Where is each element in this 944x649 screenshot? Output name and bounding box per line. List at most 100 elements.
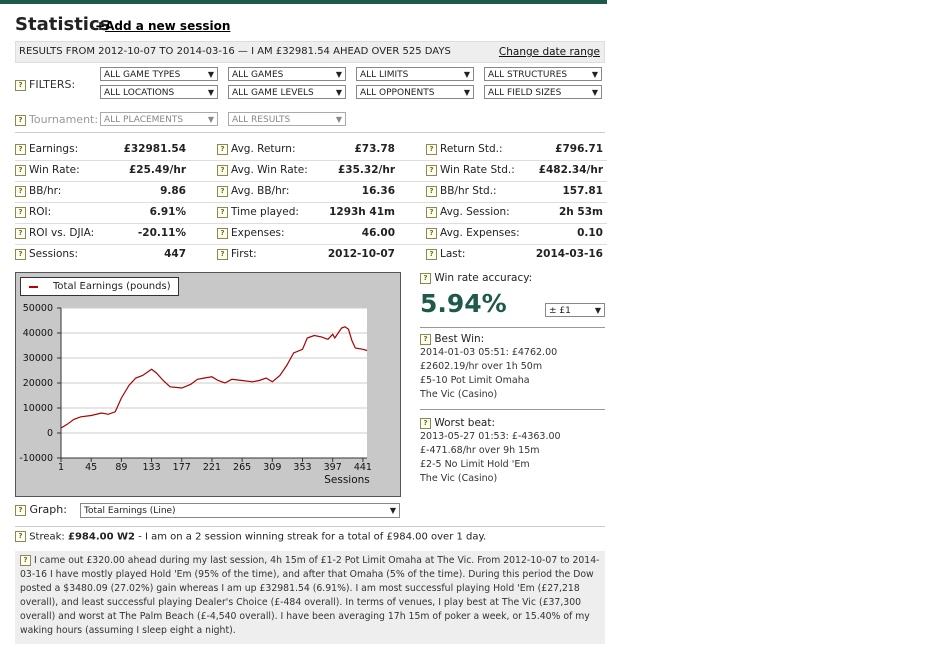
tournament-label: ? Tournament: xyxy=(15,113,98,126)
stat-value: 1293h 41m xyxy=(329,206,395,218)
filter-game-types[interactable]: ALL GAME TYPES ▼ xyxy=(100,67,218,81)
stat-label: ? ROI vs. DJIA: xyxy=(15,227,94,239)
y-tick-label: 20000 xyxy=(23,378,53,389)
stat-value: 9.86 xyxy=(160,185,186,197)
divider xyxy=(15,132,605,133)
dropdown-arrow-icon: ▼ xyxy=(335,115,342,124)
help-icon: ? xyxy=(426,164,437,176)
filter-placements[interactable]: ALL PLACEMENTS ▼ xyxy=(100,112,218,126)
accuracy-select[interactable]: ± £1 ▼ xyxy=(545,303,605,317)
stat-value: 16.36 xyxy=(361,185,395,197)
add-session-label: Add a new session xyxy=(105,19,231,33)
stat-label: ? BB/hr Std.: xyxy=(426,185,497,197)
dropdown-arrow-icon: ▼ xyxy=(389,506,396,515)
help-icon[interactable]: ? xyxy=(20,555,31,566)
x-tick-label: 397 xyxy=(324,462,342,473)
help-icon: ? xyxy=(420,272,431,284)
stats-row: ? Earnings: £32981.54 ? Avg. Return: £73.7… xyxy=(15,139,607,161)
help-icon: ? xyxy=(15,185,26,197)
chart-legend: Total Earnings (pounds) xyxy=(20,277,179,296)
stat-label: ? Avg. BB/hr: xyxy=(217,185,289,197)
worst-beat-details: 2013-05-27 01:53: £-4363.00 £-471.68/hr o… xyxy=(420,431,561,484)
streak-text: - I am on a 2 session winning streak for… xyxy=(135,531,487,543)
summary-narrative: ? I came out £320.00 ahead during my las… xyxy=(15,551,605,644)
help-icon[interactable]: ? xyxy=(15,79,26,91)
results-summary-text: RESULTS FROM 2012-10-07 TO 2014-03-16 — … xyxy=(19,46,451,57)
graph-label: Graph: xyxy=(29,503,67,516)
x-tick-label: 177 xyxy=(173,462,191,473)
help-icon: ? xyxy=(217,143,228,155)
stat-label: ? Win Rate Std.: xyxy=(426,164,515,176)
dropdown-arrow-icon: ▼ xyxy=(591,88,598,97)
stat-label: ? Avg. Win Rate: xyxy=(217,164,308,176)
worst-beat-section: ? Worst beat: 2013-05-27 01:53: £-4363.0… xyxy=(420,417,561,486)
filter-locations[interactable]: ALL LOCATIONS ▼ xyxy=(100,85,218,99)
dropdown-arrow-icon: ▼ xyxy=(463,88,470,97)
stats-row: ? ROI vs. DJIA: -20.11% ? Expenses: 46.00 … xyxy=(15,223,607,245)
help-icon: ? xyxy=(15,164,26,176)
stat-value: £35.32/hr xyxy=(337,164,395,176)
stat-label: ? Avg. Session: xyxy=(426,206,510,218)
stat-value: 6.91% xyxy=(149,206,186,218)
stat-value: £482.34/hr xyxy=(538,164,603,176)
stat-value: -20.11% xyxy=(137,227,186,239)
best-win-details: 2014-01-03 05:51: £4762.00 £2602.19/hr ov… xyxy=(420,347,558,400)
filter-results[interactable]: ALL RESULTS ▼ xyxy=(228,112,346,126)
y-tick-label: 50000 xyxy=(23,303,53,314)
help-icon[interactable]: ? xyxy=(15,504,26,516)
add-session-link[interactable]: +Add a new session xyxy=(95,19,230,33)
help-icon: ? xyxy=(217,164,228,176)
stat-label: ? Avg. Return: xyxy=(217,143,296,155)
help-icon: ? xyxy=(426,248,437,260)
stat-label: ? Time played: xyxy=(217,206,299,218)
stat-value: £32981.54 xyxy=(123,143,186,155)
earnings-chart: Total Earnings (pounds) -10000 0 10000 2000… xyxy=(15,272,401,497)
help-icon: ? xyxy=(217,185,228,197)
page-title: Statistics xyxy=(15,14,111,35)
x-tick-label: 89 xyxy=(115,462,127,473)
stat-label: ? Last: xyxy=(426,248,465,260)
accuracy-label: ? Win rate accuracy: xyxy=(420,272,605,284)
divider xyxy=(420,409,605,410)
stats-row: ? ROI: 6.91% ? Time played: 1293h 41m ? Avg… xyxy=(15,202,607,224)
stat-value: 2014-03-16 xyxy=(535,248,603,260)
help-icon: ? xyxy=(15,227,26,239)
stat-value: 2h 53m xyxy=(559,206,603,218)
dropdown-arrow-icon: ▼ xyxy=(463,70,470,79)
filter-limits[interactable]: ALL LIMITS ▼ xyxy=(356,67,474,81)
add-prefix: + xyxy=(95,19,106,33)
legend-swatch xyxy=(29,286,38,288)
stat-value: 46.00 xyxy=(361,227,395,239)
x-tick-label: 441 xyxy=(354,462,372,473)
filter-field-sizes[interactable]: ALL FIELD SIZES ▼ xyxy=(484,85,602,99)
x-tick-label: 133 xyxy=(142,462,160,473)
legend-label: Total Earnings (pounds) xyxy=(53,281,171,292)
help-icon: ? xyxy=(420,417,431,429)
worst-beat-label: ? Worst beat: xyxy=(420,417,561,429)
help-icon: ? xyxy=(426,227,437,239)
stat-label: ? Win Rate: xyxy=(15,164,80,176)
stat-label: ? BB/hr: xyxy=(15,185,61,197)
x-tick-label: 1 xyxy=(58,462,64,473)
filter-games[interactable]: ALL GAMES ▼ xyxy=(228,67,346,81)
y-tick-label: 40000 xyxy=(23,328,53,339)
stats-row: ? Win Rate: £25.49/hr ? Avg. Win Rate: £35… xyxy=(15,160,607,182)
filter-opponents[interactable]: ALL OPPONENTS ▼ xyxy=(356,85,474,99)
dropdown-arrow-icon: ▼ xyxy=(207,115,214,124)
streak-label: Streak: xyxy=(29,531,65,543)
dropdown-arrow-icon: ▼ xyxy=(207,88,214,97)
x-tick-label: 353 xyxy=(293,462,311,473)
help-icon[interactable]: ? xyxy=(15,531,26,542)
filter-game-levels[interactable]: ALL GAME LEVELS ▼ xyxy=(228,85,346,99)
help-icon[interactable]: ? xyxy=(15,114,26,126)
chart-svg: -10000 0 10000 20000 30000 40000 50000 1 45 89 133… xyxy=(19,303,372,486)
x-tick-label: 309 xyxy=(263,462,281,473)
stat-value: £796.71 xyxy=(555,143,603,155)
change-date-range-link[interactable]: Change date range xyxy=(498,46,600,58)
dropdown-arrow-icon: ▼ xyxy=(335,88,342,97)
help-icon: ? xyxy=(426,185,437,197)
filter-structures[interactable]: ALL STRUCTURES ▼ xyxy=(484,67,602,81)
y-tick-label: -10000 xyxy=(19,453,53,464)
graph-type-select[interactable]: Total Earnings (Line) ▼ xyxy=(80,503,400,518)
x-tick-label: 45 xyxy=(85,462,97,473)
